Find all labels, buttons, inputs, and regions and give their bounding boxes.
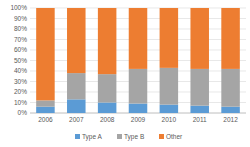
chart-svg: 0% 10% 20% 30% 40% 50% 60% 70% 80% 90% 100% 2006 200… <box>0 0 250 147</box>
bar-segment <box>67 73 86 99</box>
bar-segment <box>98 103 117 114</box>
x-tick-label: 2006 <box>38 116 53 123</box>
chart-container: 0% 10% 20% 30% 40% 50% 60% 70% 80% 90% 100% 2006 200… <box>0 0 250 147</box>
bar-segment <box>129 104 148 113</box>
bar-segment <box>221 107 240 113</box>
bar-segment <box>36 8 55 100</box>
y-tick-label: 70% <box>14 36 27 43</box>
y-tick-label: 0% <box>18 109 28 116</box>
bar-segment <box>190 8 209 69</box>
bar-segment <box>36 100 55 106</box>
bar-segment <box>67 8 86 73</box>
bar-segment <box>36 107 55 113</box>
bar-segment <box>98 8 117 74</box>
y-tick-label: 80% <box>14 25 27 32</box>
y-tick-label: 40% <box>14 67 27 74</box>
x-tick-label: 2012 <box>223 116 238 123</box>
bar-segment <box>190 69 209 106</box>
y-tick-label: 10% <box>14 99 27 106</box>
x-tick-label: 2011 <box>193 116 207 123</box>
y-tick-label: 20% <box>14 88 27 95</box>
bar-segment <box>98 74 117 102</box>
y-tick-label: 30% <box>14 78 27 85</box>
bar-segment <box>67 99 86 113</box>
bar-segment <box>129 69 148 104</box>
y-tick-label: 60% <box>14 46 27 53</box>
y-tick-label: 50% <box>14 57 27 64</box>
x-tick-label: 2007 <box>69 116 84 123</box>
bar-segment <box>160 68 179 105</box>
x-tick-label: 2009 <box>131 116 146 123</box>
bar-segment <box>190 106 209 113</box>
y-tick-label: 90% <box>14 15 27 22</box>
legend-label: Type B <box>124 133 144 141</box>
bar-segment <box>160 105 179 113</box>
bar-segment <box>221 8 240 69</box>
legend-label: Other <box>166 133 183 140</box>
bar-segment <box>129 8 148 69</box>
legend-swatch <box>117 134 122 139</box>
x-tick-label: 2008 <box>100 116 115 123</box>
legend-swatch <box>159 134 164 139</box>
bar-segment <box>160 8 179 68</box>
legend-label: Type A <box>82 133 103 141</box>
x-tick-label: 2010 <box>162 116 177 123</box>
bars <box>36 8 240 113</box>
bar-segment <box>221 69 240 107</box>
legend-swatch <box>75 134 80 139</box>
y-tick-label: 100% <box>10 4 27 11</box>
